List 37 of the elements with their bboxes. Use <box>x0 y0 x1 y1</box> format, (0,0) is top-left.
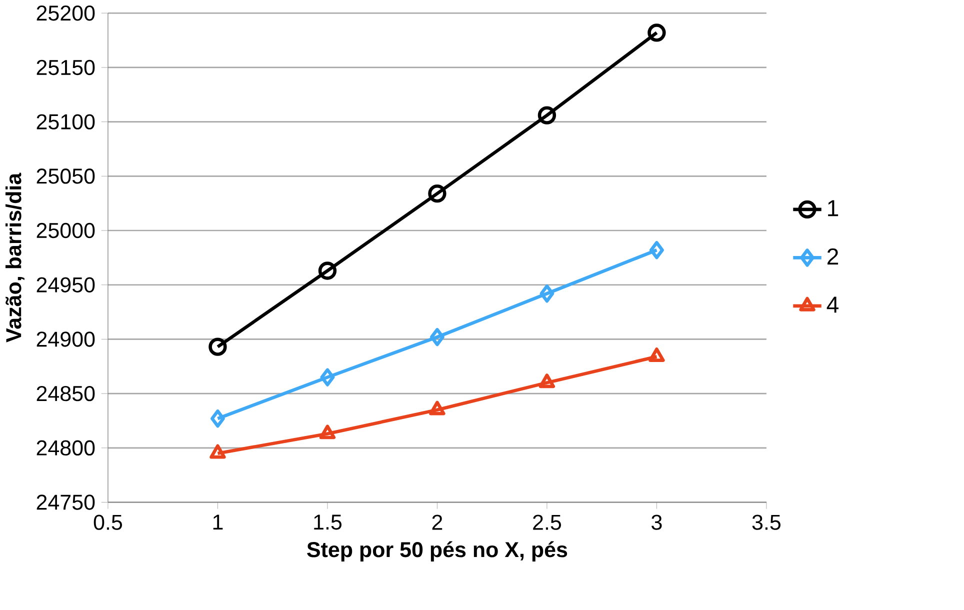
y-tick-label: 24900 <box>36 331 95 347</box>
x-tick-label: 0.5 <box>94 514 122 530</box>
x-tick-label: 2 <box>432 514 442 530</box>
y-tick-label: 24950 <box>36 277 95 292</box>
point <box>648 23 666 42</box>
point <box>538 373 556 388</box>
point <box>210 444 226 458</box>
y-tick-label: 25150 <box>36 60 95 75</box>
point <box>320 368 335 386</box>
point <box>428 184 446 202</box>
x-axis-title: Step por 50 pés no X, pés <box>307 541 568 562</box>
point <box>318 261 337 280</box>
x-tick-label: 3 <box>652 514 662 530</box>
y-tick-label: 25000 <box>36 222 95 238</box>
y-tick-label: 25200 <box>36 5 95 20</box>
point <box>648 347 665 362</box>
legend-label: 1 <box>828 200 838 216</box>
legend-label: 2 <box>827 248 838 264</box>
y-tick-label: 24750 <box>36 494 95 510</box>
point <box>429 400 446 416</box>
x-tick-label: 1 <box>213 514 223 530</box>
y-axis-title: Vazão, barris/dia <box>6 172 24 342</box>
point <box>208 338 227 356</box>
point <box>430 328 444 346</box>
y-tick-label: 25050 <box>36 168 95 184</box>
legend-label: 4 <box>826 296 839 312</box>
point <box>319 424 336 439</box>
y-tick-label: 24800 <box>36 440 95 456</box>
x-tick-label: 1.5 <box>314 514 342 530</box>
point <box>649 240 664 259</box>
x-tick-label: 2.5 <box>533 514 561 530</box>
point <box>540 284 554 302</box>
point <box>538 106 556 124</box>
y-tick-label: 24850 <box>36 386 95 401</box>
y-tick-label: 25100 <box>36 114 95 130</box>
point <box>210 409 225 428</box>
x-tick-label: 3.5 <box>752 514 780 530</box>
